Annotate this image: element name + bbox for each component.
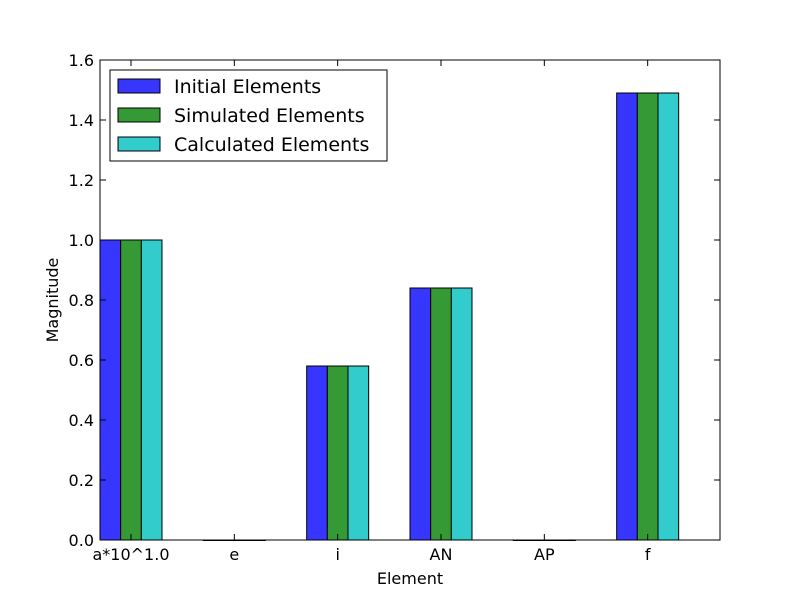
bar bbox=[636, 92, 659, 541]
legend-swatch bbox=[117, 78, 161, 94]
legend-label: Simulated Elements bbox=[174, 105, 365, 127]
bar bbox=[140, 239, 163, 541]
y-tick-label: 0.6 bbox=[69, 351, 94, 370]
y-tick-label: 0.0 bbox=[69, 531, 94, 550]
legend: Initial Elements Simulated Elements Calcul… bbox=[109, 69, 388, 162]
bar bbox=[120, 239, 142, 541]
legend-swatch bbox=[117, 136, 161, 152]
y-tick-label: 0.4 bbox=[69, 411, 94, 430]
y-tick-label: 1.6 bbox=[69, 51, 94, 70]
bar bbox=[450, 287, 473, 541]
legend-swatch bbox=[117, 107, 161, 123]
bar bbox=[306, 365, 328, 541]
bar bbox=[409, 287, 432, 541]
x-tick-label: a*10^1.0 bbox=[92, 545, 169, 564]
bar bbox=[430, 287, 452, 541]
y-tick-label: 0.2 bbox=[69, 471, 94, 490]
x-tick-label: f bbox=[645, 545, 651, 564]
bar bbox=[326, 365, 349, 541]
legend-label: Initial Elements bbox=[174, 76, 321, 98]
y-axis-label: Magnitude bbox=[43, 258, 62, 343]
bar bbox=[347, 365, 370, 541]
bar bbox=[99, 239, 122, 541]
x-tick-label: AN bbox=[430, 545, 453, 564]
y-tick-label: 1.4 bbox=[69, 111, 94, 130]
x-tick-label: i bbox=[335, 545, 339, 564]
legend-label: Calculated Elements bbox=[174, 134, 369, 156]
axis-ticks: 0.0 0.2 0.4 0.6 0.8 1.0 1.2 1.4 1.6 a*10^1.0 e i AN A… bbox=[69, 51, 720, 564]
x-axis-label: Element bbox=[377, 569, 443, 588]
x-tick-label: e bbox=[229, 545, 239, 564]
x-tick-label: AP bbox=[534, 545, 555, 564]
y-tick-label: 0.8 bbox=[69, 291, 94, 310]
y-tick-label: 1.0 bbox=[69, 231, 94, 250]
y-tick-label: 1.2 bbox=[69, 171, 94, 190]
bar bbox=[657, 92, 680, 541]
bar bbox=[616, 92, 638, 541]
